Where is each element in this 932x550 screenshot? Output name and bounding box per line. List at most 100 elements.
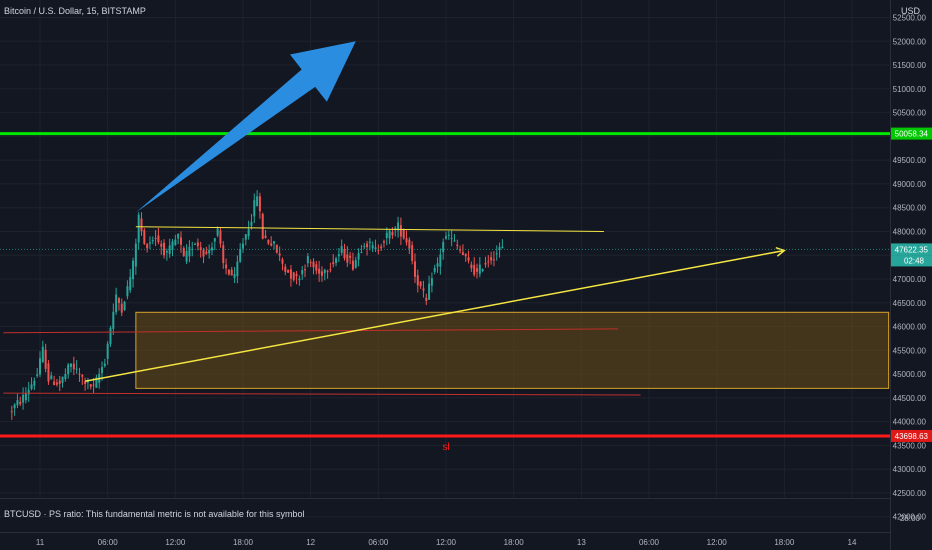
candle-body: [230, 269, 233, 276]
price-tick-label: 45000.00: [893, 370, 927, 379]
candle-body: [430, 278, 433, 286]
time-tick-label: 12: [306, 538, 315, 547]
candle-body: [470, 264, 473, 269]
stop-loss-price-tag-bg: [891, 429, 932, 442]
candle-body: [61, 376, 64, 383]
candle-body: [58, 380, 61, 384]
price-tick-label: 50500.00: [893, 109, 927, 118]
candle-body: [473, 265, 476, 275]
candle-body: [81, 374, 84, 377]
candle-body: [225, 264, 228, 269]
countdown-bg: [891, 255, 932, 267]
price-tick-label: 48000.00: [893, 227, 927, 236]
time-tick-label: 18:00: [504, 538, 525, 547]
candle-body: [182, 247, 185, 256]
symbol-title[interactable]: Bitcoin / U.S. Dollar, 15, BITSTAMP: [4, 6, 146, 16]
candle-body: [160, 243, 163, 247]
candle-body: [36, 374, 39, 376]
candle-body: [304, 269, 307, 271]
candle-body: [273, 241, 276, 244]
resistance-price-tag[interactable]: 50058.34: [895, 130, 929, 139]
last-price-tag-bg: [891, 243, 932, 256]
candle-body: [27, 389, 30, 395]
candle-body: [292, 272, 295, 280]
candle-body: [484, 262, 487, 265]
price-tick-label: 42000.00: [893, 513, 927, 522]
price-axis[interactable]: 42000.00 42500.00 43000.00 43500.00 44000.00…: [891, 0, 932, 550]
candle-body: [354, 260, 357, 268]
candle-body: [428, 283, 431, 300]
yellow-trendline-arrowhead: [775, 246, 786, 257]
candle-body: [456, 244, 459, 247]
yellow-rising-trendline[interactable]: [84, 249, 785, 382]
candle-body: [315, 264, 318, 271]
last-price-tag[interactable]: 47622.35: [895, 245, 929, 254]
candle-body: [163, 242, 166, 256]
candle-body: [244, 234, 247, 240]
time-tick-label: 11: [36, 538, 45, 547]
candle-body: [402, 229, 405, 239]
candle-body: [219, 230, 222, 244]
resistance-price-tag-bg: [891, 127, 932, 140]
thin-red-line-lower[interactable]: [3, 392, 641, 396]
candle-body: [275, 244, 278, 253]
price-tick-label: 42500.00: [893, 489, 927, 498]
candle-body: [41, 346, 44, 362]
candle-body: [103, 363, 106, 366]
candle-body: [177, 233, 180, 239]
candle-body: [250, 221, 253, 226]
candle-body: [196, 242, 199, 247]
time-axis[interactable]: 11 06:00 12:00 18:00 12 06:00 12:00 18:00 13 06:0…: [36, 538, 857, 547]
candle-body: [363, 245, 366, 247]
candle-body: [112, 311, 115, 329]
candle-body: [445, 236, 447, 239]
candle-body: [490, 257, 493, 261]
candle-body: [171, 241, 174, 250]
drawing-lines-layer: sl: [0, 132, 890, 453]
candle-body: [287, 269, 290, 273]
candle-body: [360, 252, 363, 254]
candle-body: [39, 358, 41, 375]
candle-body: [120, 303, 123, 313]
candle-body: [447, 234, 450, 236]
currency-label[interactable]: USD: [900, 6, 920, 16]
candle-body: [368, 241, 371, 243]
candle-body: [439, 254, 442, 267]
candle-body: [67, 364, 70, 375]
candle-body: [306, 256, 309, 264]
candle-body: [464, 254, 467, 257]
candle-body: [391, 232, 394, 236]
candle-body: [33, 380, 36, 386]
blue-up-arrow[interactable]: [135, 41, 356, 213]
candle-body: [75, 368, 78, 370]
candle-body: [366, 243, 369, 248]
candle-body: [242, 243, 244, 249]
yellow-resistance-line[interactable]: [135, 226, 604, 232]
candle-body: [385, 232, 388, 238]
candle-body: [335, 258, 338, 263]
candle-body: [210, 247, 213, 251]
candle-body: [95, 377, 98, 388]
candle-body: [278, 253, 281, 256]
candle-body: [13, 404, 16, 409]
candle-body: [47, 363, 50, 382]
candle-body: [481, 269, 484, 272]
candle-body: [340, 246, 343, 253]
stop-loss-label: sl: [442, 442, 449, 453]
thin-red-line-upper[interactable]: [3, 328, 618, 334]
candle-body: [422, 288, 425, 291]
candle-body: [92, 384, 95, 386]
candle-body: [239, 248, 242, 262]
candle-body: [405, 238, 408, 243]
candle-body: [329, 269, 332, 271]
stop-loss-price-tag[interactable]: 43698.63: [895, 432, 929, 441]
candle-body: [233, 273, 236, 278]
time-tick-label: 13: [577, 538, 586, 547]
candle-body: [408, 239, 411, 249]
candle-body: [202, 250, 205, 257]
demand-zone-rectangle[interactable]: [135, 311, 890, 389]
candle-body: [492, 259, 495, 261]
ps-ratio-note: BTCUSD · PS ratio: This fundamental metr…: [4, 509, 305, 519]
